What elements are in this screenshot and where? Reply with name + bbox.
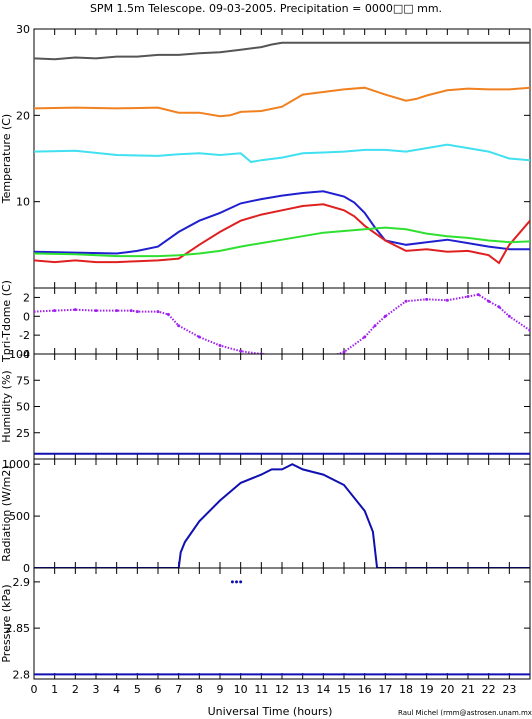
- x-tick-label: 16: [358, 683, 372, 696]
- y-axis-label: Temperature (C): [0, 114, 13, 204]
- data-layer: [34, 580, 530, 676]
- x-tick-label: 23: [502, 683, 516, 696]
- data-layer: [34, 41, 530, 265]
- x-tick-label: 11: [254, 683, 268, 696]
- series-line-1: [34, 86, 530, 118]
- series-line-0: [34, 463, 530, 568]
- series-line-5: [34, 226, 530, 258]
- x-tick-label: 21: [461, 683, 475, 696]
- x-tick-label: 12: [275, 683, 289, 696]
- plot-frame: [33, 567, 531, 680]
- series-line-3: [34, 190, 530, 255]
- x-tick-label: 0: [31, 683, 38, 696]
- x-tick-label: 1: [51, 683, 58, 696]
- panel-0: 10 20 30 Temperature (C): [0, 23, 531, 289]
- x-tick-label: 6: [155, 683, 162, 696]
- y-tick-label: 2.8: [13, 668, 31, 681]
- y-tick-label: -2: [19, 329, 30, 342]
- x-tick-label: 9: [217, 683, 224, 696]
- x-tick-label: 19: [420, 683, 434, 696]
- plot-frame: [33, 353, 531, 460]
- data-point: [312, 357, 315, 360]
- x-tick-label: 5: [134, 683, 141, 696]
- credit-text: Raul Michel (rmm@astrosen.unam.mx): [398, 709, 532, 717]
- y-axis-label: Pressure (kPa): [0, 584, 13, 662]
- y-tick-label: 10: [16, 196, 30, 209]
- x-tick-label: 8: [196, 683, 203, 696]
- y-tick-label: 500: [9, 510, 30, 523]
- series-line-4: [34, 203, 530, 265]
- y-tick-label: 50: [16, 401, 30, 414]
- y-tick-label: 2: [23, 291, 30, 304]
- x-tick-label: 20: [440, 683, 454, 696]
- y-tick-label: 2.9: [13, 576, 31, 589]
- data-line: [34, 293, 530, 354]
- panel-2: 25 50 75 100 Humidity (%): [0, 348, 531, 460]
- y-tick-label: 1000: [2, 458, 30, 471]
- x-tick-label: 18: [399, 683, 413, 696]
- x-tick-label: 22: [482, 683, 496, 696]
- y-tick-label: 0: [23, 310, 30, 323]
- x-tick-label: 13: [296, 683, 310, 696]
- series-line-2: [34, 143, 530, 164]
- y-axis-label: Humidity (%): [0, 370, 13, 442]
- series-line-0: [34, 41, 530, 61]
- x-tick-label: 4: [113, 683, 120, 696]
- x-tick-label: 17: [378, 683, 392, 696]
- plot-frame: [33, 287, 531, 355]
- x-tick-label: 3: [93, 683, 100, 696]
- y-tick-label: 20: [16, 109, 30, 122]
- data-point: [235, 580, 239, 584]
- x-tick-label: 15: [337, 683, 351, 696]
- y-tick-label: -4: [19, 348, 30, 361]
- x-tick-label: 10: [234, 683, 248, 696]
- y-axis-label: Tpri-Tdome (C): [0, 280, 13, 363]
- y-tick-label: 100: [9, 348, 30, 361]
- y-axis-label: Radiation (W/m2): [0, 465, 13, 561]
- x-tick-label: 2: [72, 683, 79, 696]
- data-point: [230, 580, 234, 584]
- x-axis-label: Universal Time (hours): [208, 705, 333, 718]
- x-tick-label: 14: [316, 683, 330, 696]
- data-layer: [34, 463, 530, 568]
- y-tick-label: 25: [16, 427, 30, 440]
- y-tick-label: 30: [16, 23, 30, 36]
- plot-frame: [33, 458, 531, 569]
- y-tick-label: 75: [16, 374, 30, 387]
- data-point: [239, 580, 243, 584]
- chart-title: SPM 1.5m Telescope. 09-03-2005. Precipit…: [90, 2, 442, 15]
- data-layer: [34, 293, 530, 360]
- y-tick-label: 2.85: [6, 622, 31, 635]
- y-tick-label: 0: [23, 562, 30, 575]
- x-tick-label: 7: [175, 683, 182, 696]
- panel-1: -4 -2 0 2 Tpri-Tdome (C): [0, 280, 531, 363]
